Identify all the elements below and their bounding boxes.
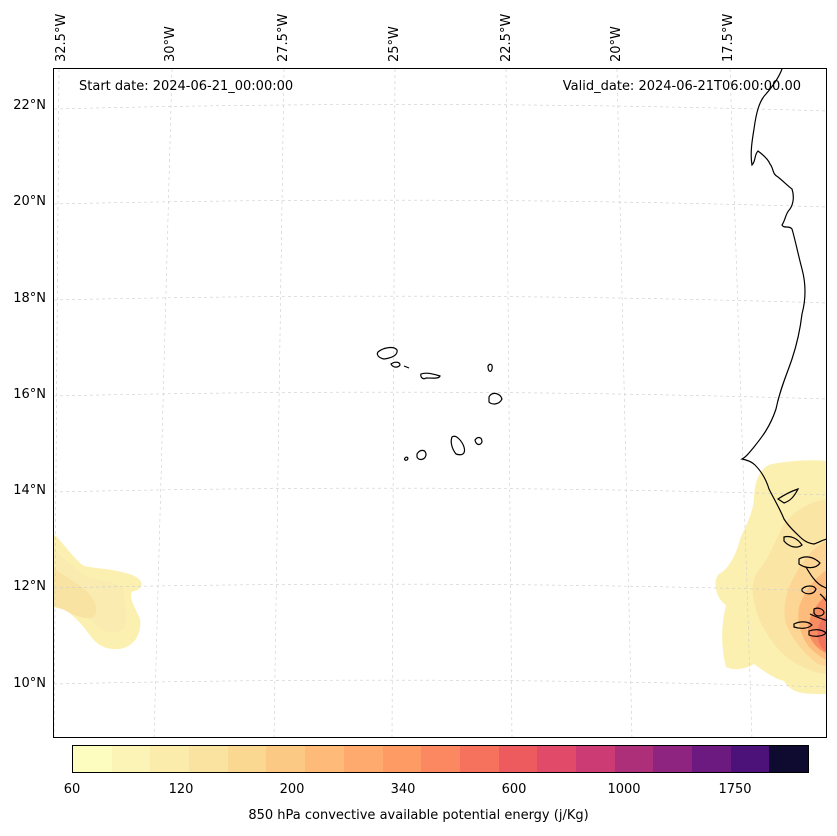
gridline-lon-32-5	[54, 69, 60, 737]
cape-verde-islands	[376, 346, 503, 461]
colorbar-segment-12	[537, 746, 576, 772]
gridline-lat-10	[54, 679, 826, 688]
cape-contour-east-1000	[817, 615, 826, 652]
lon-label-22-5w: 22.5°W	[499, 13, 514, 62]
coastline-guinea-bissau-2	[798, 556, 821, 569]
gridline-lon-30	[153, 69, 173, 737]
coastline-mauritania-senegal	[740, 69, 826, 545]
island-sao-nicolau	[420, 372, 441, 380]
coastline-islands-2	[813, 607, 825, 617]
island-sal	[487, 363, 493, 372]
coastline-islands-4	[808, 629, 826, 637]
africa-coastline	[740, 69, 826, 637]
island-maio	[474, 436, 483, 446]
colorbar-segment-3	[189, 746, 228, 772]
island-fogo	[416, 449, 427, 461]
island-santa-luzia	[403, 365, 410, 369]
gridline-lat-20	[54, 199, 826, 208]
lat-label-10n: 10°N	[13, 676, 46, 691]
gridline-lon-25	[391, 69, 396, 737]
cape-contour-west-200	[54, 569, 97, 619]
colorbar-segment-8	[382, 746, 422, 772]
colorbar-tick-60: 60	[63, 782, 81, 797]
gridlines	[54, 69, 826, 737]
colorbar-segment-6	[305, 746, 344, 772]
map-panel[interactable]: Start date: 2024-06-21_00:00:00 Valid_da…	[53, 68, 827, 738]
island-brava	[404, 456, 409, 461]
cape-contour-west-120	[54, 549, 126, 633]
colorbar-segment-16	[692, 746, 731, 772]
gridline-lat-18	[54, 295, 826, 304]
lat-label-16n: 16°N	[13, 387, 46, 402]
lat-label-20n: 20°N	[13, 194, 46, 209]
colorbar-segment-15	[653, 746, 692, 772]
colorbar-tick-200: 200	[279, 782, 305, 797]
colorbar-segment-0	[73, 746, 112, 772]
colorbar-segment-13	[575, 746, 615, 772]
colorbar-segment-11	[498, 746, 538, 772]
coastline-islands-3	[793, 621, 813, 629]
gridline-lat-22	[54, 104, 826, 112]
colorbar-segment-18	[769, 746, 809, 772]
gridline-lat-16	[54, 391, 826, 400]
colorbar-tick-1000: 1000	[607, 782, 641, 797]
colorbar-segment-10	[459, 746, 499, 772]
valid-date-label: Valid_date: 2024-06-21T06:00:00.00	[562, 79, 801, 94]
lat-label-14n: 14°N	[13, 483, 46, 498]
colorbar-segment-9	[421, 746, 460, 772]
coastline-gambia	[776, 487, 800, 504]
colorbar-segment-2	[150, 746, 190, 772]
cape-field-east	[715, 460, 826, 694]
island-sao-vicente	[390, 361, 401, 368]
colorbar-segment-5	[266, 746, 306, 772]
colorbar-tick-600: 600	[501, 782, 527, 797]
colorbar-label: 850 hPa convective available potential e…	[248, 808, 589, 823]
colorbar-segment-14	[614, 746, 654, 772]
colorbar-segment-17	[730, 746, 770, 772]
map-canvas	[54, 69, 826, 737]
lat-label-18n: 18°N	[13, 291, 46, 306]
gridline-lat-12	[54, 583, 826, 592]
gridline-lon-27-5	[273, 69, 285, 737]
lat-label-12n: 12°N	[13, 579, 46, 594]
lon-label-30w: 30°W	[163, 26, 178, 62]
island-santiago	[450, 435, 466, 456]
lat-label-22n: 22°N	[13, 98, 46, 113]
coastline-guinea-2	[819, 593, 826, 602]
lon-label-17-5w: 17.5°W	[721, 13, 736, 62]
colorbar-tick-1750: 1750	[718, 782, 752, 797]
lon-label-32-5w: 32.5°W	[54, 13, 69, 62]
colorbar-segment-1	[111, 746, 151, 772]
lon-label-20w: 20°W	[609, 26, 624, 62]
colorbar-tick-120: 120	[168, 782, 194, 797]
coastline-islands-1	[801, 585, 817, 595]
colorbar-segment-4	[227, 746, 267, 772]
colorbar-tick-340: 340	[390, 782, 416, 797]
colorbar-segment-7	[343, 746, 383, 772]
lon-label-25w: 25°W	[387, 26, 402, 62]
gridline-lon-22-5	[505, 69, 513, 737]
cape-field-west	[54, 534, 142, 650]
gridline-lon-17-5	[729, 69, 753, 737]
island-santo-antao	[376, 346, 398, 360]
start-date-label: Start date: 2024-06-21_00:00:00	[79, 79, 294, 94]
island-boa-vista	[488, 392, 503, 405]
gridline-lat-14	[54, 487, 826, 496]
coastline-guinea-3	[809, 613, 826, 621]
colorbar	[72, 745, 809, 773]
coastline-guinea-bissau-1	[783, 535, 803, 548]
coastline-guinea	[805, 566, 826, 589]
lon-label-27-5w: 27.5°W	[276, 13, 291, 62]
gridline-lon-20	[616, 69, 633, 737]
